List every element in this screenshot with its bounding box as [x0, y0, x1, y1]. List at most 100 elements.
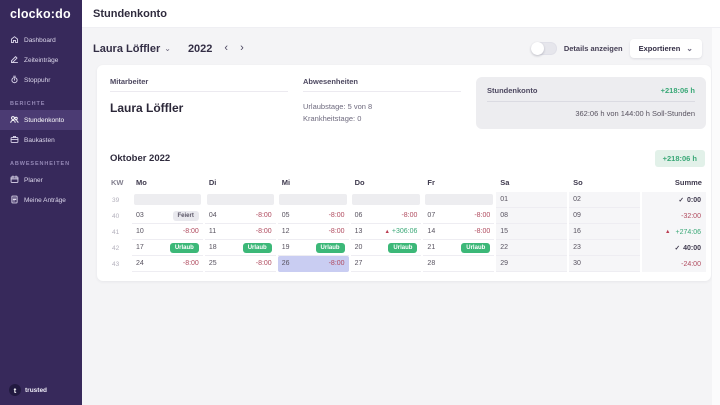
sidebar-item-zeiteinträge[interactable]: Zeiteinträge: [0, 50, 82, 70]
urlaub-badge: Urlaub: [169, 242, 199, 253]
calendar-empty-cell: [205, 192, 276, 208]
day-value: -8:00: [183, 260, 199, 267]
sidebar-item-label: Zeiteinträge: [24, 56, 59, 64]
details-toggle[interactable]: [530, 42, 557, 55]
calendar-day-cell[interactable]: 25 -8:00: [204, 256, 276, 272]
toolbar-right: Details anzeigen Exportieren ⌄: [530, 39, 702, 58]
employee-selector[interactable]: Laura Löffler ⌄: [93, 43, 171, 55]
trusted-badge[interactable]: t trusted: [9, 384, 47, 396]
page-title: Stundenkonto: [93, 7, 167, 20]
sidebar-item-stoppuhr[interactable]: Stoppuhr: [0, 70, 82, 90]
calendar-day-cell[interactable]: 17 Urlaub: [132, 240, 203, 256]
urlaub-badge: Urlaub: [242, 242, 272, 253]
day-value: -8:00: [256, 228, 272, 235]
day-value-text: -8:00: [182, 260, 199, 267]
calendar-day-cell[interactable]: 06 -8:00: [350, 208, 422, 224]
calendar-day-cell[interactable]: 09: [569, 208, 640, 224]
week-sum-cell: -32:00: [641, 208, 706, 224]
calendar-week-number: 43: [112, 260, 120, 268]
toolbar: Laura Löffler ⌄ 2022 ‹ › Details anzeige…: [82, 28, 720, 60]
next-year-button[interactable]: ›: [240, 42, 244, 54]
calendar-day-cell[interactable]: 01: [496, 192, 568, 208]
calendar-day-cell[interactable]: 18 Urlaub: [204, 240, 276, 256]
mitarbeiter-block: Mitarbeiter Laura Löffler: [110, 77, 288, 129]
export-button[interactable]: Exportieren ⌄: [629, 39, 702, 58]
sidebar-item-label: Meine Anträge: [24, 196, 66, 204]
day-value-text: -8:00: [328, 228, 345, 235]
day-number: 09: [573, 212, 581, 219]
year-label: 2022: [187, 42, 213, 55]
skeleton-placeholder: [279, 194, 347, 205]
day-number: 10: [136, 228, 144, 235]
day-number: 15: [500, 228, 509, 235]
day-value: -8:00: [183, 228, 199, 235]
week-sum-value: +274:06: [675, 228, 701, 236]
calendar-day-cell[interactable]: 26 -8:00: [277, 256, 349, 272]
calendar-header-mo: Mo: [136, 178, 147, 187]
calendar-day-cell[interactable]: 22: [496, 240, 568, 256]
calendar-day-cell[interactable]: 28: [423, 256, 495, 272]
calendar-header-so: So: [573, 178, 583, 187]
calendar-day-cell[interactable]: 24 -8:00: [132, 256, 203, 272]
holiday-badge: Feiert: [172, 210, 199, 221]
warning-icon: ▲: [665, 228, 671, 235]
toggle-knob-icon: [530, 42, 544, 55]
day-number: 29: [500, 260, 509, 267]
calendar-day-cell[interactable]: 02: [569, 192, 640, 208]
calendar-day-cell[interactable]: 30: [569, 256, 640, 272]
calendar-day-cell[interactable]: 27: [350, 256, 422, 272]
calendar-day-cell[interactable]: 03 Feiert: [132, 208, 203, 224]
day-value: -8:00: [401, 212, 417, 219]
sidebar-item-meine-anträge[interactable]: Meine Anträge: [0, 190, 82, 210]
day-number: 22: [500, 244, 509, 251]
calendar-empty-cell: [423, 192, 494, 208]
sidebar-item-label: Planer: [24, 176, 43, 184]
day-value: -8:00: [329, 212, 345, 219]
day-number: 06: [354, 212, 363, 219]
day-number: 23: [573, 244, 581, 251]
check-icon: ✓: [674, 245, 681, 252]
calendar-day-cell[interactable]: 05 -8:00: [277, 208, 349, 224]
calendar-week-number: 42: [112, 244, 120, 252]
sidebar-item-planer[interactable]: Planer: [0, 170, 82, 190]
calendar-icon: [10, 175, 19, 186]
calendar-day-cell[interactable]: 04 -8:00: [204, 208, 276, 224]
sidebar-item-label: Stoppuhr: [24, 76, 51, 84]
calendar-day-cell[interactable]: 23: [569, 240, 640, 256]
sidebar-item-label: Stundenkonto: [24, 116, 65, 124]
calendar-day-cell[interactable]: 21 Urlaub: [423, 240, 495, 256]
month-balance-badge: +218:06 h: [654, 150, 705, 167]
week-sum-cell: -24:00: [641, 256, 706, 272]
calendar-day-cell[interactable]: 20 Urlaub: [350, 240, 422, 256]
calendar-day-cell[interactable]: 08: [496, 208, 568, 224]
calendar-day-cell[interactable]: 14 -8:00: [423, 224, 495, 240]
calendar-week-number: 39: [112, 196, 120, 204]
home-icon: [10, 35, 19, 46]
calendar-day-cell[interactable]: 19 Urlaub: [277, 240, 349, 256]
month-header-row: Oktober 2022 +218:06 h: [110, 150, 705, 167]
calendar-day-cell[interactable]: 29: [496, 256, 568, 272]
calendar-day-cell[interactable]: 15: [496, 224, 568, 240]
day-number: 28: [427, 260, 436, 267]
day-value-text: +306:06: [391, 228, 418, 235]
prev-year-button[interactable]: ‹: [224, 42, 229, 54]
calendar-day-cell[interactable]: 13 ▲ +306:06: [350, 224, 422, 240]
file-icon: [10, 195, 19, 206]
skeleton-placeholder: [206, 194, 274, 205]
calendar-day-cell[interactable]: 07 -8:00: [423, 208, 495, 224]
calendar-day-cell[interactable]: 10 -8:00: [132, 224, 203, 240]
day-value-text: -8:00: [255, 260, 272, 267]
scrollbar-track[interactable]: [712, 28, 720, 405]
sidebar-item-baukasten[interactable]: Baukasten: [0, 130, 82, 150]
day-value: ▲ +306:06: [384, 228, 417, 235]
urlaub-badge: Urlaub: [388, 242, 418, 253]
day-number: 26: [281, 260, 290, 267]
calendar-day-cell[interactable]: 12 -8:00: [277, 224, 349, 240]
warning-icon: ▲: [384, 228, 390, 235]
urlaub-badge: Urlaub: [461, 242, 491, 253]
sidebar-item-stundenkonto[interactable]: Stundenkonto: [0, 110, 82, 130]
calendar-day-cell[interactable]: 16: [569, 224, 640, 240]
calendar-day-cell[interactable]: 11 -8:00: [204, 224, 276, 240]
week-sum-value: -24:00: [681, 260, 701, 268]
sidebar-item-dashboard[interactable]: Dashboard: [0, 30, 82, 50]
